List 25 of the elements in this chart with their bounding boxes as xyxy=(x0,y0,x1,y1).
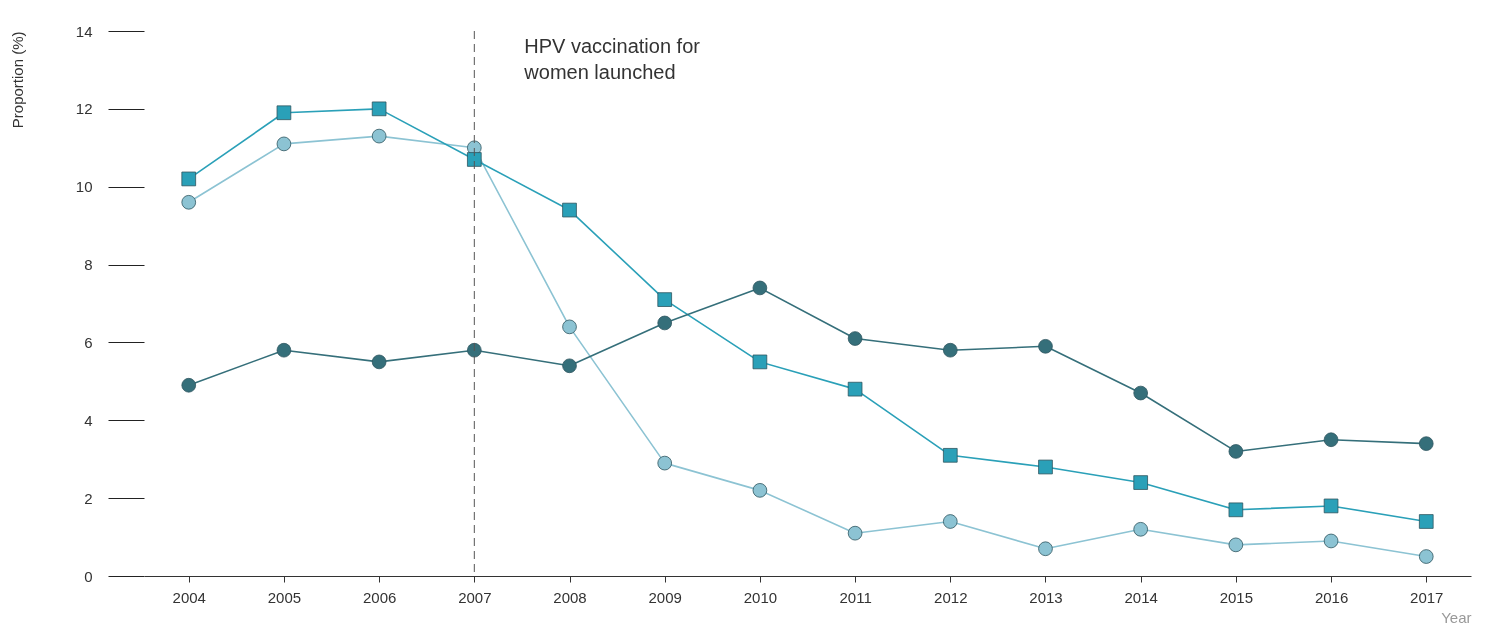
x-tick-label: 2006 xyxy=(362,588,397,606)
y-tick-label: 2 xyxy=(84,489,93,507)
x-tick-label: 2011 xyxy=(839,588,872,606)
y-axis-title: Proportion (%) xyxy=(8,31,26,129)
x-axis-title: Year xyxy=(1441,608,1472,626)
y-tick-label: 10 xyxy=(75,178,93,196)
x-tick-label: 2016 xyxy=(1314,588,1349,606)
x-tick-label: 2008 xyxy=(553,588,587,606)
y-tick-label: 8 xyxy=(84,256,93,274)
x-tick-label: 2012 xyxy=(934,588,968,606)
x-tick-label: 2010 xyxy=(743,588,778,606)
ref-line-label: HPV vaccination for women launched xyxy=(523,35,701,83)
y-tick-label: 14 xyxy=(75,22,93,40)
x-tick-label: 2014 xyxy=(1124,588,1158,606)
y-tick-label: 6 xyxy=(84,333,93,351)
y-tick-label: 12 xyxy=(75,100,93,118)
y-tick-label: 4 xyxy=(84,411,93,429)
y-tick-label: 0 xyxy=(84,567,93,585)
x-tick-label: 2009 xyxy=(648,588,682,606)
x-tick-label: 2015 xyxy=(1219,588,1254,606)
x-tick-label: 2004 xyxy=(172,588,206,606)
x-tick-label: 2005 xyxy=(267,588,302,606)
x-tick-label: 2017 xyxy=(1410,588,1444,606)
x-tick-label: 2007 xyxy=(458,588,492,606)
x-tick-label: 2013 xyxy=(1029,588,1063,606)
